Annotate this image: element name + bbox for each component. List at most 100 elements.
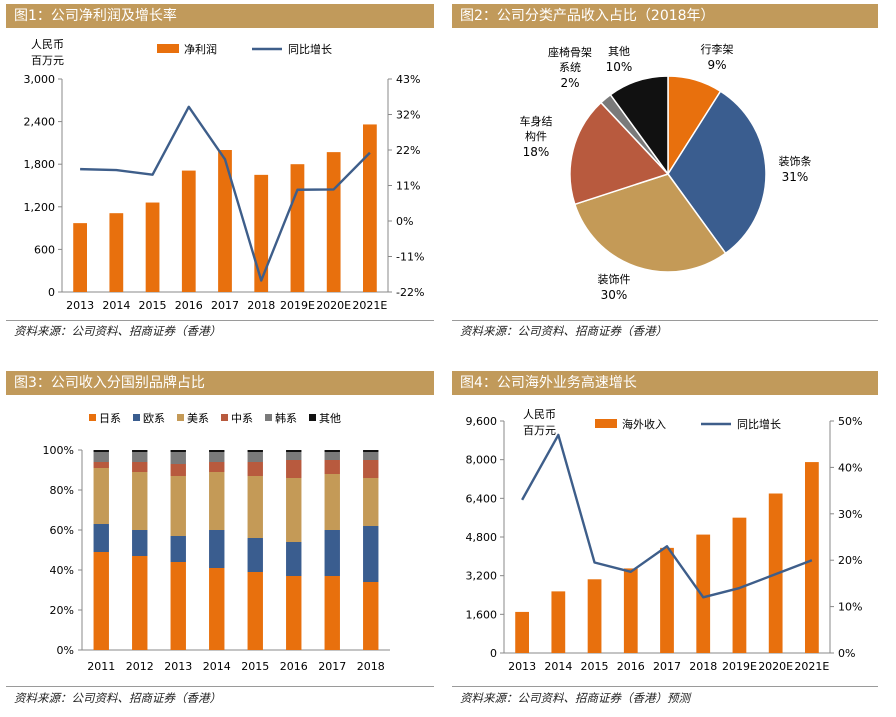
fig4-bar-2016: [623, 568, 638, 653]
fig4-source: 资料来源：公司资料、招商证券（香港）预测: [460, 691, 690, 705]
fig4-x-tick-label: 2013: [508, 660, 536, 673]
fig4-bar-2015: [587, 579, 602, 653]
fig3-segment-2015-中系: [247, 462, 263, 476]
fig1-x-tick-label: 2018: [247, 299, 275, 312]
fig1-unit-label-1: 人民币: [31, 38, 64, 51]
fig3-segment-2013-其他: [170, 450, 186, 452]
fig1-x-tick-label: 2017: [211, 299, 239, 312]
fig3-segment-2011-其他: [93, 450, 109, 452]
fig4-x-tick-label: 2014: [544, 660, 572, 673]
fig1-left-tick-label: 1,800: [24, 158, 56, 171]
fig3-segment-2012-日系: [132, 556, 148, 650]
fig2-slice-pct: 9%: [707, 58, 726, 72]
fig3-segment-2015-日系: [247, 572, 263, 650]
fig2-source-rule: [452, 320, 878, 321]
fig1-right-tick-label: 43%: [396, 73, 420, 86]
fig2-slice-label-line1: 车身结: [520, 114, 553, 128]
fig1-source-rule: [6, 320, 434, 321]
fig3-legend-label: 其他: [319, 412, 341, 425]
fig4-unit-label-2: 百万元: [523, 424, 556, 437]
fig1-left-tick-label: 3,000: [24, 73, 56, 86]
fig1-left-tick-label: 1,200: [24, 201, 56, 214]
fig3-x-tick-label: 2014: [203, 660, 231, 673]
fig4-left-tick-label: 6,400: [466, 492, 498, 505]
fig3-segment-2017-美系: [324, 474, 340, 530]
fig3-segment-2016-中系: [286, 460, 302, 478]
fig1-left-tick-label: 600: [34, 243, 55, 256]
fig3-tick-label: 100%: [43, 444, 74, 457]
fig1-bar-2018: [254, 174, 269, 292]
fig1-right-tick-label: -11%: [396, 251, 424, 264]
fig3-segment-2014-韩系: [209, 452, 225, 462]
fig3-segment-2013-韩系: [170, 452, 186, 464]
fig3-legend-swatch-日系: [89, 414, 96, 421]
fig1-right-tick-label: 0%: [396, 215, 413, 228]
fig3-segment-2012-其他: [132, 450, 148, 452]
fig3-legend-label: 中系: [231, 412, 253, 425]
fig4-x-tick-label: 2019E: [722, 660, 757, 673]
fig1-unit-label-2: 百万元: [31, 54, 64, 67]
fig1-bar-2016: [181, 170, 196, 292]
fig1-legend-bar-label: 净利润: [184, 42, 217, 56]
fig3-title-bar: 图3：公司收入分国别品牌占比: [6, 371, 434, 395]
fig4-source-rule: [452, 686, 878, 687]
fig1-x-tick-label: 2020E: [316, 299, 351, 312]
fig3-segment-2016-其他: [286, 450, 302, 452]
fig1-x-tick-label: 2014: [102, 299, 130, 312]
fig4-x-tick-label: 2018: [689, 660, 717, 673]
fig4-x-tick-label: 2015: [581, 660, 609, 673]
fig3-x-tick-label: 2016: [280, 660, 308, 673]
fig3-segment-2018-其他: [363, 450, 379, 452]
fig3-source-rule: [6, 686, 434, 687]
fig3-x-tick-label: 2018: [357, 660, 385, 673]
fig3-x-tick-label: 2015: [241, 660, 269, 673]
fig1-x-tick-label: 2016: [175, 299, 203, 312]
fig3-segment-2018-日系: [363, 582, 379, 650]
fig4-left-tick-label: 0: [490, 647, 497, 660]
fig3-tick-label: 40%: [50, 564, 74, 577]
fig4-bar-2013: [515, 611, 529, 653]
fig4-right-tick-label: 0%: [838, 647, 855, 660]
fig3-legend-label: 美系: [187, 412, 209, 425]
fig4-right-tick-label: 10%: [838, 601, 862, 614]
fig4-left-tick-label: 8,000: [466, 454, 498, 467]
fig3-segment-2013-欧系: [170, 536, 186, 562]
fig2-slice-pct: 2%: [560, 76, 579, 90]
fig1-x-tick-label: 2015: [139, 299, 167, 312]
fig3-segment-2018-欧系: [363, 526, 379, 582]
fig4-title-bar: 图4：公司海外业务高速增长: [452, 371, 878, 395]
fig3-segment-2011-日系: [93, 552, 109, 650]
fig3-legend-label: 欧系: [143, 412, 165, 425]
fig3-tick-label: 0%: [57, 644, 74, 657]
fig3-segment-2016-日系: [286, 576, 302, 650]
fig3-segment-2017-日系: [324, 576, 340, 650]
fig4-left-tick-label: 1,600: [466, 608, 498, 621]
fig3-x-tick-label: 2013: [164, 660, 192, 673]
fig4-x-tick-label: 2016: [617, 660, 645, 673]
fig2-slice-label: 装饰件: [598, 272, 631, 286]
fig4-left-tick-label: 9,600: [466, 415, 498, 428]
fig3-source: 资料来源：公司资料、招商证券（香港）: [14, 691, 221, 705]
fig4-bar-2019E: [732, 517, 747, 653]
fig3-segment-2014-欧系: [209, 530, 225, 568]
fig1-right-tick-label: -22%: [396, 286, 424, 299]
fig4-bar-2018: [696, 534, 711, 653]
fig2-slice-车身结构件: [569, 101, 670, 206]
fig4-left-tick-label: 4,800: [466, 531, 498, 544]
fig3-segment-2015-韩系: [247, 452, 263, 462]
fig3-legend-swatch-中系: [221, 414, 228, 421]
fig3-legend-swatch-美系: [177, 414, 184, 421]
fig1-x-tick-label: 2013: [66, 299, 94, 312]
fig2-slice-pct: 31%: [782, 170, 809, 184]
fig3-segment-2014-中系: [209, 462, 225, 472]
fig4-x-tick-label: 2020E: [758, 660, 793, 673]
fig3-segment-2018-韩系: [363, 452, 379, 460]
fig3-segment-2014-日系: [209, 568, 225, 650]
fig1-right-tick-label: 11%: [396, 180, 420, 193]
fig3-tick-label: 80%: [50, 484, 74, 497]
fig3-segment-2013-日系: [170, 562, 186, 650]
